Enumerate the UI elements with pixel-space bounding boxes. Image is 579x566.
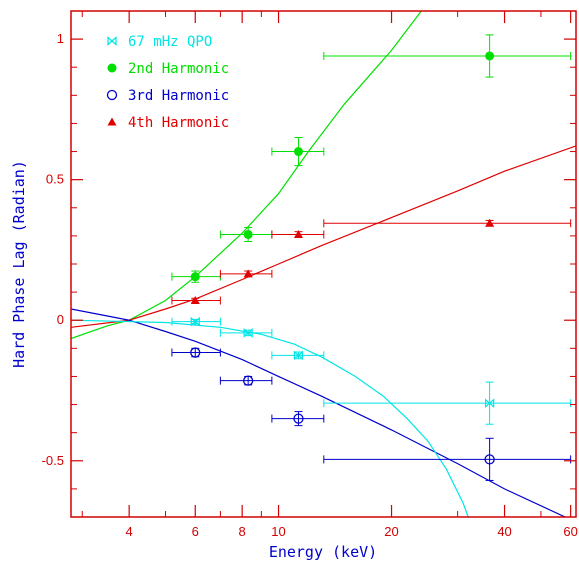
legend-label: 2nd Harmonic	[128, 61, 229, 77]
point-marker	[293, 413, 304, 424]
data-points	[171, 34, 572, 481]
point-marker	[243, 328, 253, 338]
point-marker	[485, 218, 495, 227]
point-marker	[190, 296, 200, 305]
data-point	[219, 375, 273, 386]
data-point	[219, 328, 273, 338]
data-point	[171, 270, 221, 283]
legend-label: 3rd Harmonic	[128, 88, 229, 104]
series-2	[171, 34, 572, 283]
point-marker	[243, 269, 253, 278]
point-marker	[293, 147, 303, 157]
series-1	[171, 316, 572, 425]
y-tick-label: 1	[57, 31, 64, 46]
data-point	[323, 381, 572, 425]
data-point	[271, 229, 325, 239]
point-marker	[485, 51, 495, 61]
y-axis-title: Hard Phase Lag (Radian)	[10, 160, 28, 368]
point-marker	[243, 375, 254, 386]
point-marker	[190, 272, 200, 282]
legend-label: 67 mHz QPO	[128, 34, 212, 50]
y-tick-label: 0	[57, 312, 64, 327]
data-point	[271, 411, 325, 427]
y-tick-label: 0.5	[46, 172, 64, 187]
series-4	[171, 218, 572, 305]
point-marker	[190, 316, 200, 327]
data-point	[323, 437, 572, 481]
legend-marker	[107, 117, 117, 126]
legend-marker	[106, 89, 118, 101]
series-3	[171, 347, 572, 481]
x-tick-label: 4	[126, 524, 133, 539]
legend-entry: 2nd Harmonic	[107, 61, 229, 77]
x-tick-label: 20	[384, 524, 398, 539]
x-tick-label: 8	[239, 524, 246, 539]
x-tick-label: 40	[497, 524, 511, 539]
data-point	[271, 137, 325, 167]
data-point	[271, 350, 325, 361]
point-marker	[485, 398, 495, 408]
point-marker	[190, 347, 201, 358]
data-point	[171, 347, 221, 358]
model-curve-3	[71, 308, 566, 517]
model-curve-2	[71, 145, 576, 328]
y-tick-label: -0.5	[42, 453, 64, 468]
data-point	[219, 269, 273, 278]
legend-marker	[107, 63, 117, 73]
data-point	[171, 316, 221, 327]
legend-entry: 67 mHz QPO	[107, 34, 212, 50]
model-curves	[71, 11, 576, 517]
axis-ticks: 4 6 8 10 20 40 60 -0.5 0 0.5 1	[42, 10, 578, 539]
x-axis-title: Energy (keV)	[269, 543, 377, 561]
x-tick-label: 60	[563, 524, 577, 539]
data-point	[323, 218, 572, 228]
data-point	[171, 296, 221, 305]
point-marker	[293, 229, 303, 238]
legend-label: 4th Harmonic	[128, 115, 229, 131]
model-curve-1	[71, 11, 422, 340]
data-point	[323, 34, 572, 78]
legend-entry: 4th Harmonic	[107, 115, 229, 131]
point-marker	[293, 350, 304, 361]
x-tick-label: 10	[271, 524, 285, 539]
legend: 67 mHz QPO 2nd Harmonic 3rd Harmonic 4th Ha…	[106, 34, 229, 131]
x-tick-label: 6	[192, 524, 199, 539]
point-marker	[484, 454, 495, 465]
point-marker	[243, 229, 253, 239]
legend-entry: 3rd Harmonic	[106, 88, 229, 104]
plot-frame	[70, 10, 577, 518]
legend-marker	[107, 36, 117, 46]
model-curve-4	[71, 319, 469, 517]
